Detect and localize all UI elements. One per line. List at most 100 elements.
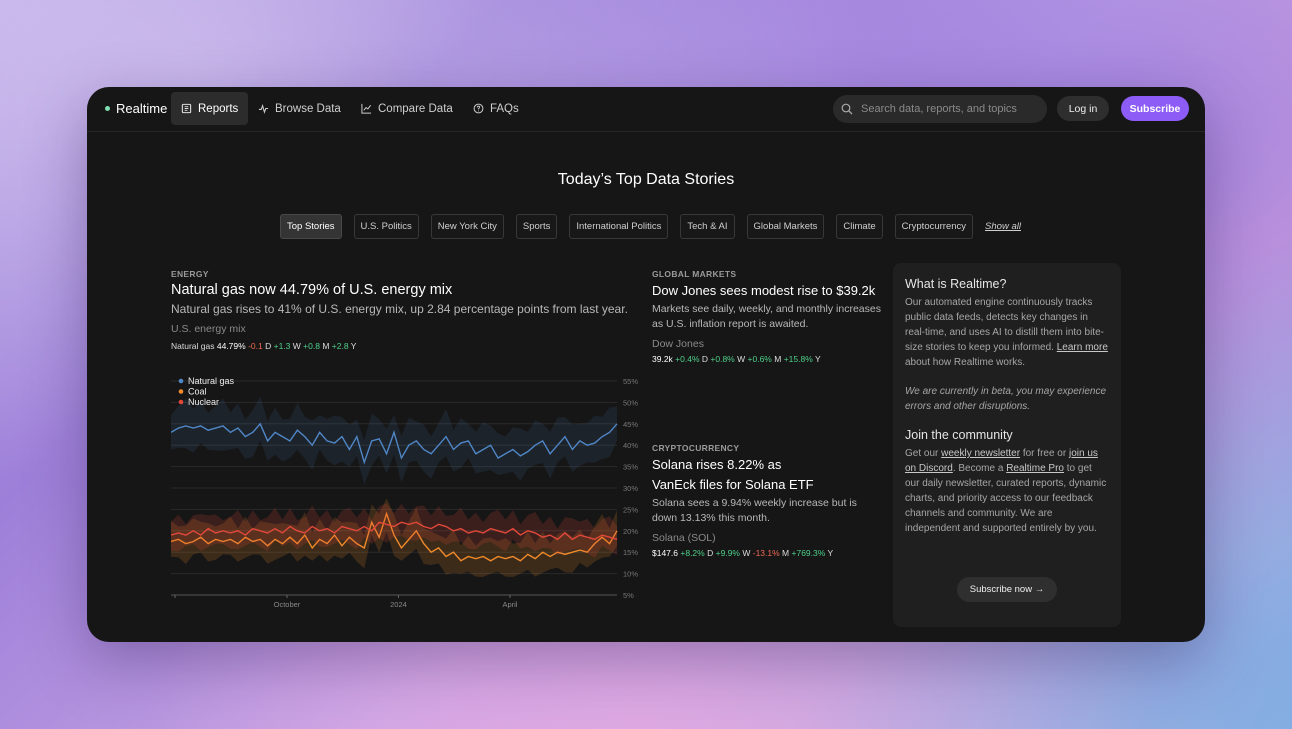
change-m-unit: M [774, 354, 782, 364]
change-m: +0.8 [303, 341, 320, 351]
chart-icon [361, 103, 372, 114]
discord-link[interactable]: join us on Discord [905, 448, 1098, 474]
nav-browse-data[interactable]: Browse Data [248, 92, 351, 125]
y-tick-label: 45% [623, 420, 638, 429]
band-nuclear [171, 503, 617, 558]
stat-line: $147.6 +8.2% D +9.9% W -13.1% M +769.3% … [652, 548, 882, 558]
change-d: +8.2% [680, 548, 705, 558]
about-title: What is Realtime? [905, 277, 1007, 291]
brand-dot-icon [105, 106, 110, 111]
tab-new-york-city[interactable]: New York City [430, 214, 504, 239]
nav-faqs-label: FAQs [490, 102, 519, 115]
join-title: Join the community [905, 428, 1013, 442]
nav-compare-data[interactable]: Compare Data [351, 92, 463, 125]
top-nav: Realtime Reports Browse Data Compare Dat… [87, 87, 1205, 132]
series-label: Solana (SOL) [652, 532, 716, 544]
brand-logo[interactable]: Realtime [105, 101, 167, 116]
legend-swatch [178, 389, 184, 394]
y-tick-label: 40% [623, 441, 638, 450]
tab-tech-ai[interactable]: Tech & AI [680, 214, 735, 239]
activity-icon [258, 103, 269, 114]
series-line-coal [171, 511, 618, 562]
main-story[interactable]: ENERGY Natural gas now 44.79% of U.S. en… [171, 269, 641, 351]
story-subtitle: Solana sees a 9.94% weekly increase but … [652, 497, 857, 524]
change-m: +0.6% [747, 354, 772, 364]
series-line-natural-gas [171, 422, 618, 465]
legend-label: Natural gas [188, 376, 235, 386]
stat-name: Natural gas [171, 341, 215, 351]
stat-value: 39.2k [652, 354, 673, 364]
change-y-unit: Y [350, 341, 357, 351]
nav-reports[interactable]: Reports [171, 92, 249, 125]
series-label: Dow Jones [652, 338, 704, 350]
story-title[interactable]: Dow Jones sees modest rise to $39.2k [652, 283, 876, 298]
help-circle-icon [473, 103, 484, 114]
legend-label: Nuclear [188, 397, 219, 407]
tab-climate[interactable]: Climate [836, 214, 883, 239]
story-subtitle: Markets see daily, weekly, and monthly i… [652, 303, 881, 330]
report-icon [181, 103, 192, 114]
energy-mix-chart[interactable]: 55% 50% 45% 40% 35% 30% 25% 20% 15% 10% 5% October 2… [171, 373, 645, 613]
change-w: +9.9% [715, 548, 740, 558]
y-tick-label: 55% [623, 377, 638, 386]
nav-compare-label: Compare Data [378, 102, 453, 115]
newsletter-link[interactable]: weekly newsletter [941, 448, 1021, 459]
change-m-unit: M [782, 548, 790, 558]
series-line-nuclear [171, 521, 618, 541]
about-panel: What is Realtime? Our automated engine c… [893, 263, 1121, 627]
change-d-unit: D [701, 354, 709, 364]
subscribe-button[interactable]: Subscribe [1121, 96, 1189, 121]
search-icon [841, 103, 853, 115]
x-tick-label: April [502, 600, 517, 609]
story-title[interactable]: Natural gas now 44.79% of U.S. energy mi… [171, 282, 453, 298]
join-text-3: . Become a [952, 463, 1004, 474]
join-text-1: Get our [905, 448, 939, 459]
y-tick-label: 35% [623, 463, 638, 472]
change-d: -0.1 [248, 341, 263, 351]
story-category: GLOBAL MARKETS [652, 269, 737, 279]
tab-global-markets[interactable]: Global Markets [746, 214, 825, 239]
change-w-unit: W [742, 548, 751, 558]
tab-top-stories[interactable]: Top Stories [280, 214, 342, 239]
app-window: Realtime Reports Browse Data Compare Dat… [87, 87, 1205, 642]
realtime-pro-link[interactable]: Realtime Pro [1006, 463, 1064, 474]
stat-line: Natural gas 44.79% -0.1 D +1.3 W +0.8 M … [171, 341, 641, 351]
band-coal [171, 498, 617, 578]
y-tick-label: 5% [623, 591, 634, 600]
tab-international-politics[interactable]: International Politics [569, 214, 669, 239]
story-cryptocurrency[interactable]: CRYPTOCURRENCY Solana rises 8.22% as Van… [652, 443, 882, 558]
topic-tabs: Top Stories U.S. Politics New York City … [280, 214, 1021, 239]
nav-faqs[interactable]: FAQs [463, 92, 529, 125]
change-m: -13.1% [752, 548, 780, 558]
search-input[interactable] [861, 103, 1041, 115]
stat-line: 39.2k +0.4% D +0.8% W +0.6% M +15.8% Y [652, 354, 882, 364]
login-button[interactable]: Log in [1057, 96, 1109, 121]
stat-value: 44.79% [216, 341, 246, 351]
learn-more-link[interactable]: Learn more [1056, 342, 1108, 353]
change-w: +1.3 [273, 341, 291, 351]
about-body-2: about how Realtime works. [905, 357, 1026, 368]
subscribe-now-button[interactable]: Subscribe now → [957, 577, 1057, 602]
join-text-4: to get our daily newsletter, curated rep… [905, 463, 1107, 534]
nav-browse-label: Browse Data [275, 102, 341, 115]
tab-us-politics[interactable]: U.S. Politics [353, 214, 419, 239]
about-body-1: Our automated engine continuously tracks… [905, 297, 1104, 353]
y-tick-label: 50% [623, 398, 638, 407]
tab-sports[interactable]: Sports [515, 214, 558, 239]
change-d-unit: D [707, 548, 714, 558]
story-title[interactable]: Solana rises 8.22% as VanEck files for S… [652, 457, 814, 492]
tab-cryptocurrency[interactable]: Cryptocurrency [894, 214, 974, 239]
search-bar[interactable] [833, 95, 1047, 123]
change-w: +0.8% [710, 354, 735, 364]
change-d: +0.4% [675, 354, 700, 364]
page-title: Today’s Top Data Stories [557, 171, 735, 188]
change-y: +769.3% [791, 548, 826, 558]
story-global-markets[interactable]: GLOBAL MARKETS Dow Jones sees modest ris… [652, 269, 882, 364]
series-label: U.S. energy mix [171, 323, 246, 335]
about-text: Our automated engine continuously tracks… [905, 295, 1109, 370]
beta-notice: We are currently in beta, you may experi… [905, 386, 1107, 412]
legend-label: Coal [188, 387, 207, 397]
change-y-unit: Y [815, 354, 821, 364]
story-subtitle: Natural gas rises to 41% of U.S. energy … [171, 302, 628, 316]
show-all-link[interactable]: Show all [985, 221, 1021, 232]
